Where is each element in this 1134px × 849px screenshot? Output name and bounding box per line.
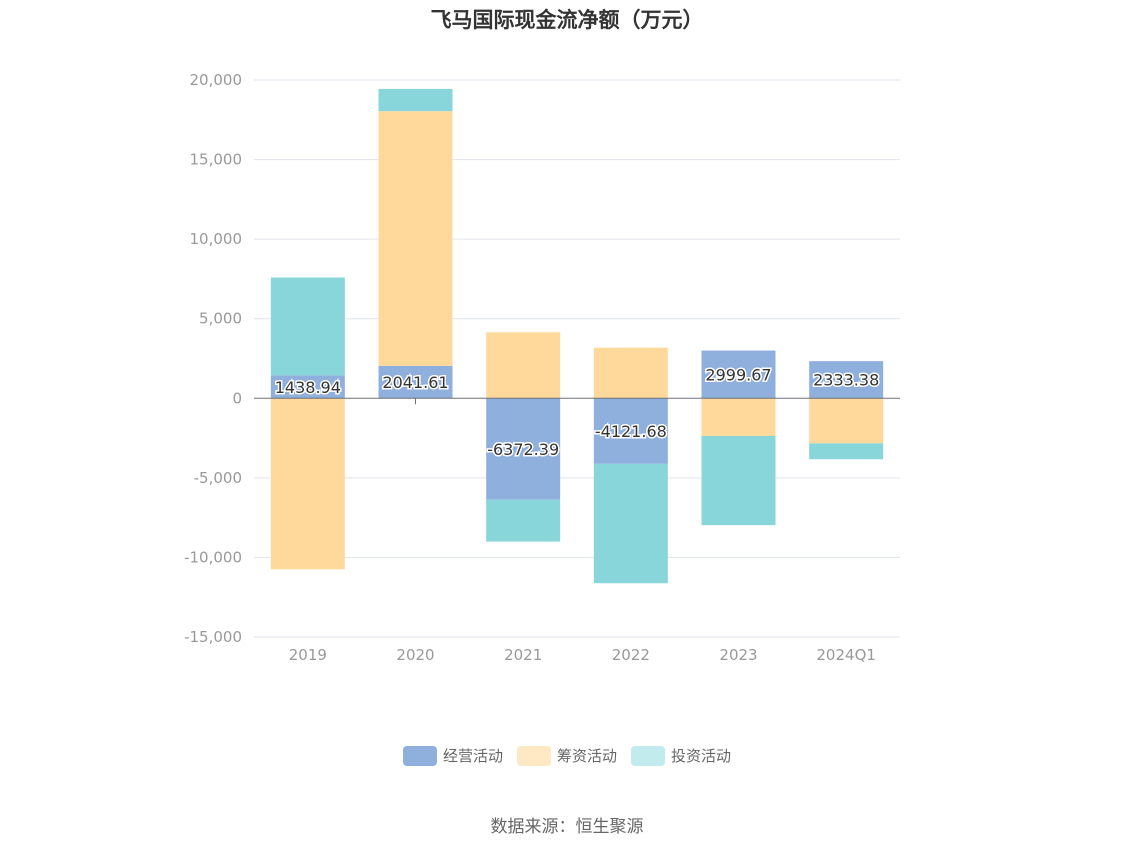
bar-1-2022 [593, 347, 668, 399]
legend-item-investing[interactable]: 投资活动 [631, 745, 731, 766]
bar-2-2022 [593, 463, 668, 584]
bar-0-2020 [378, 365, 453, 399]
x-tick-label: 2019 [289, 646, 327, 664]
x-tick-label: 2024Q1 [816, 646, 876, 664]
bar-2-2021 [486, 499, 561, 542]
bar-0-2021 [486, 398, 561, 500]
y-tick-label: 20,000 [190, 71, 243, 89]
y-tick-label: -10,000 [184, 548, 242, 566]
bar-2-2019 [270, 277, 345, 376]
y-tick-label: 15,000 [190, 151, 243, 169]
data-label: -4121.68 [595, 422, 667, 441]
legend-swatch-operating [402, 745, 437, 766]
legend-label-investing: 投资活动 [671, 747, 732, 765]
y-tick-label: 10,000 [190, 230, 243, 248]
bar-1-2020 [378, 111, 453, 366]
data-label: 2999.67 [705, 365, 771, 384]
bar-0-2023 [701, 350, 776, 399]
legend-label-operating: 经营活动 [442, 747, 503, 765]
bar-0-2024Q1 [809, 361, 884, 399]
y-tick-label: -5,000 [194, 469, 242, 487]
y-tick-label: -15,000 [184, 628, 242, 646]
bar-1-2023 [701, 398, 776, 437]
data-label: 1438.94 [275, 378, 341, 397]
bar-2-2023 [701, 436, 776, 526]
y-tick-label: 5,000 [199, 310, 242, 328]
bar-1-2021 [486, 332, 561, 399]
x-tick-label: 2022 [612, 646, 650, 664]
bar-2-2024Q1 [809, 443, 884, 460]
bar-0-2019 [270, 375, 345, 399]
x-tick-label: 2021 [504, 646, 542, 664]
x-tick-label: 2023 [719, 646, 757, 664]
chart-title: 飞马国际现金流净额（万元） [430, 8, 704, 32]
legend: 经营活动 筹资活动 投资活动 [0, 745, 1134, 766]
bar-1-2024Q1 [809, 398, 884, 444]
cash-flow-chart: 20,000 15,000 10,000 5,000 0 -5,000 -10,000 -15… [184, 71, 900, 664]
legend-swatch-financing [516, 745, 551, 766]
bar-2-2020 [378, 88, 453, 112]
legend-label-financing: 筹资活动 [556, 747, 617, 765]
data-label: 2333.38 [813, 371, 879, 390]
data-label: -6372.39 [487, 440, 559, 459]
x-tick-label: 2020 [396, 646, 434, 664]
bar-1-2019 [270, 398, 345, 570]
legend-swatch-investing [631, 745, 665, 766]
data-source: 数据来源：恒生聚源 [490, 817, 644, 837]
legend-item-financing[interactable]: 筹资活动 [516, 745, 617, 766]
bar-0-2022 [593, 398, 668, 464]
legend-item-operating[interactable]: 经营活动 [402, 745, 503, 766]
y-tick-label: 0 [232, 389, 242, 407]
data-label: 2041.61 [382, 373, 448, 392]
